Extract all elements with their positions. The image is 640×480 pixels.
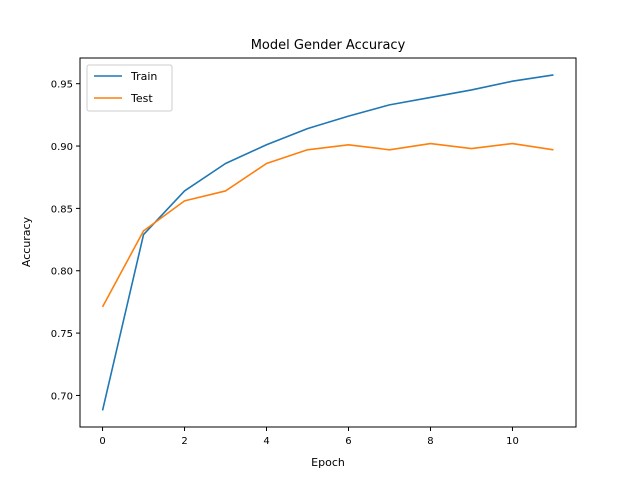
- y-tick-label: 0.80: [51, 267, 73, 278]
- legend-box: [86, 64, 173, 112]
- x-axis-label: Epoch: [311, 456, 345, 469]
- plot-area: [101, 74, 554, 411]
- legend: Train Test: [86, 64, 173, 112]
- y-tick-label: 0.75: [51, 329, 73, 340]
- x-tick-label: 8: [427, 436, 433, 447]
- y-tick-label: 0.90: [51, 142, 73, 153]
- x-tick-label: 0: [99, 436, 105, 447]
- x-tick-label: 4: [263, 436, 269, 447]
- y-axis-ticks: 0.70 0.75 0.80 0.85 0.90 0.95: [51, 80, 80, 402]
- legend-label-test: Test: [130, 92, 153, 105]
- y-tick-label: 0.85: [51, 204, 73, 215]
- x-axis-ticks: 0 2 4 6 8 10: [99, 427, 519, 447]
- x-tick-label: 10: [506, 436, 519, 447]
- y-tick-label: 0.70: [51, 391, 73, 402]
- y-axis-label: Accuracy: [20, 216, 33, 267]
- y-tick-label: 0.95: [51, 80, 73, 91]
- x-tick-label: 6: [345, 436, 351, 447]
- chart-title: Model Gender Accuracy: [251, 38, 406, 53]
- legend-label-train: Train: [130, 70, 157, 83]
- plot-frame: [79, 57, 577, 428]
- x-tick-label: 2: [181, 436, 187, 447]
- series-line-test: [101, 142, 554, 308]
- series-line-train: [101, 74, 554, 411]
